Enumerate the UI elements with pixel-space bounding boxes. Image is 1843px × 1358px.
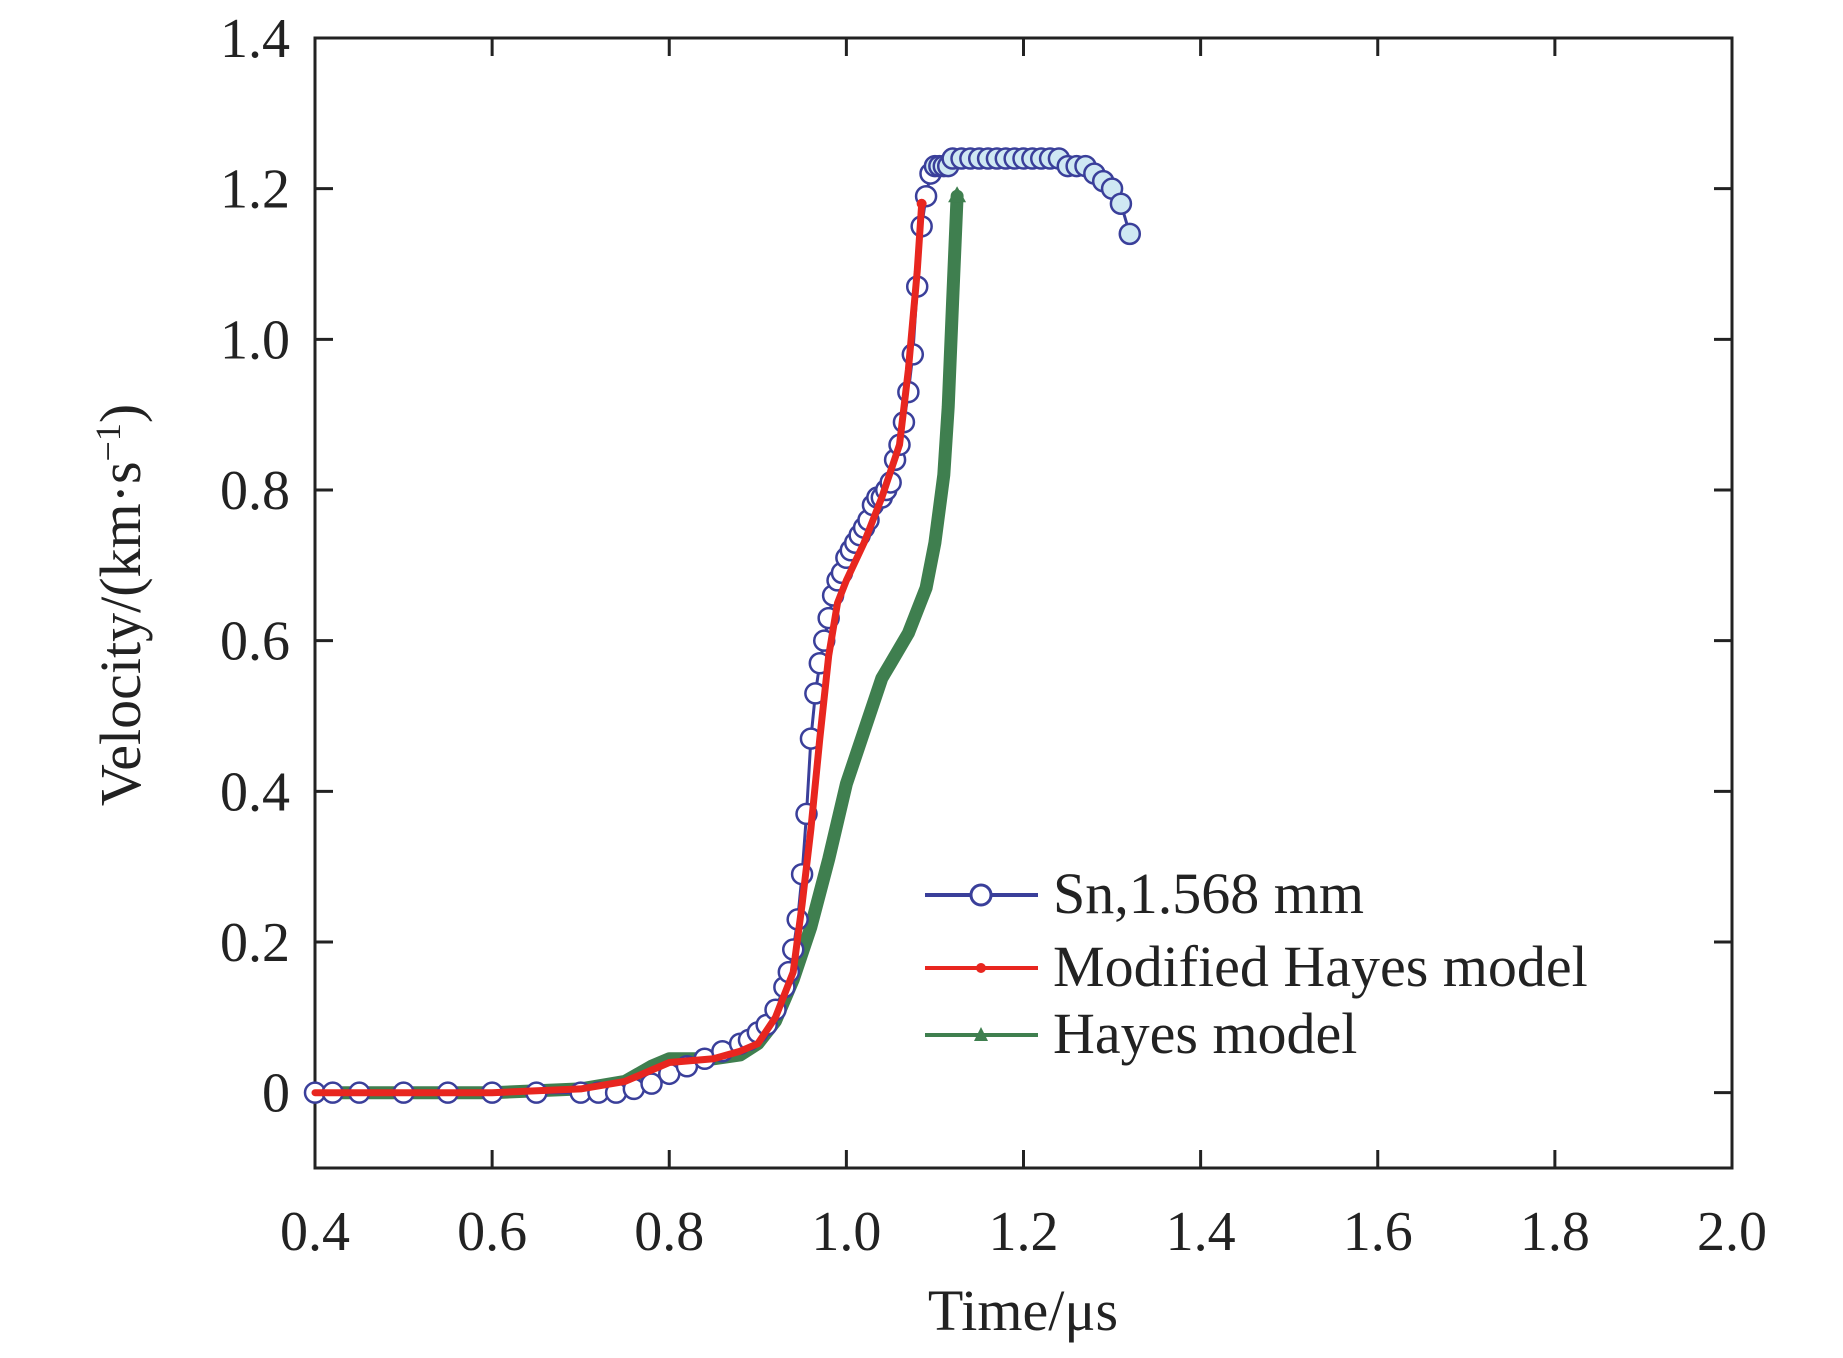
y-tick-label: 0 xyxy=(262,1063,290,1125)
series-layer xyxy=(303,147,1142,1104)
x-tick-label: 2.0 xyxy=(1697,1201,1767,1263)
x-tick-label: 0.4 xyxy=(280,1201,350,1263)
y-axis-title: Velocity/(km·s−1) xyxy=(88,404,153,806)
x-tick-labels: 0.4 0.6 0.8 1.0 1.2 1.4 1.6 1.8 2.0 xyxy=(280,1201,1767,1263)
x-tick-label: 1.0 xyxy=(811,1201,881,1263)
x-axis-title: Time/μs xyxy=(928,1278,1118,1343)
y-tick-label: 1.4 xyxy=(220,8,290,70)
y-tick-label: 0.8 xyxy=(220,460,290,522)
series-point-sn xyxy=(1118,222,1142,246)
series-point-sn xyxy=(1109,192,1133,215)
legend-entry-sn: Sn,1.568 mm xyxy=(925,861,1364,926)
legend-label-modified-hayes: Modified Hayes model xyxy=(1053,934,1588,999)
y-tick-label: 1.0 xyxy=(220,309,290,371)
series-marker-modified-hayes xyxy=(916,198,927,209)
legend-label-sn: Sn,1.568 mm xyxy=(1053,861,1364,926)
legend: Sn,1.568 mm Modified Hayes model Hayes m… xyxy=(925,861,1588,1066)
legend-marker-modified-hayes xyxy=(976,963,986,973)
legend-entry-hayes: Hayes model xyxy=(925,1001,1357,1066)
y-tick-label: 0.2 xyxy=(220,912,290,974)
legend-marker-hayes xyxy=(974,1027,988,1041)
legend-marker-sn xyxy=(969,883,993,907)
x-tick-label: 0.6 xyxy=(457,1201,527,1263)
y-tick-label: 1.2 xyxy=(220,159,290,221)
x-tick-label: 1.6 xyxy=(1343,1201,1413,1263)
x-tick-label: 1.2 xyxy=(989,1201,1059,1263)
y-tick-labels: 0 0.2 0.4 0.6 0.8 1.0 1.2 1.4 xyxy=(220,8,290,1125)
series-line-modified-hayes xyxy=(311,200,926,1097)
y-axis-title-close: ) xyxy=(88,404,153,423)
y-tick-label: 0.4 xyxy=(220,761,290,823)
x-tick-label: 1.4 xyxy=(1166,1201,1236,1263)
series-line-hayes xyxy=(308,189,964,1100)
x-tick-label: 0.8 xyxy=(634,1201,704,1263)
axis-ticks xyxy=(313,36,1734,1168)
y-axis-title-main: Velocity/(km·s xyxy=(88,461,153,806)
legend-entry-modified-hayes: Modified Hayes model xyxy=(925,934,1588,999)
series-line-sn xyxy=(315,157,1132,1095)
series-marker-hayes xyxy=(948,186,967,203)
legend-label-hayes: Hayes model xyxy=(1053,1001,1357,1066)
y-axis-title-superscript: −1 xyxy=(88,423,128,461)
x-tick-label: 1.8 xyxy=(1520,1201,1590,1263)
y-tick-label: 0.6 xyxy=(220,611,290,673)
